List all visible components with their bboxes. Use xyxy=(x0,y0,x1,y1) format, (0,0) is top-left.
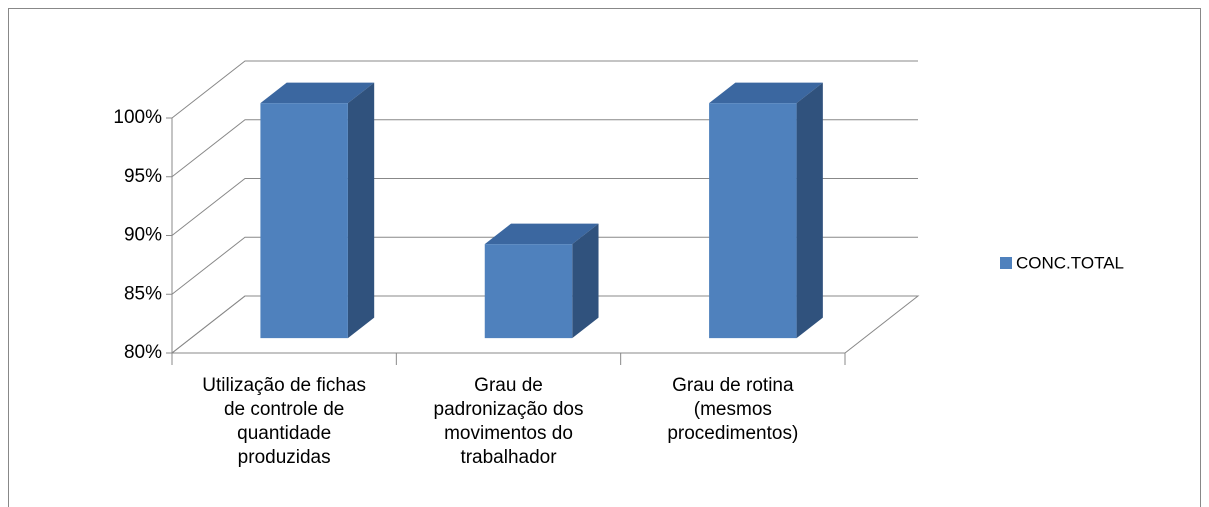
chart-border xyxy=(8,8,1201,507)
y-tick-label: 85% xyxy=(124,283,162,304)
legend-swatch xyxy=(1000,257,1012,269)
grid-line xyxy=(171,119,918,178)
bar xyxy=(709,103,797,339)
bar xyxy=(260,103,348,339)
bar-side xyxy=(796,82,823,339)
x-tick-label: Grau de padronização dos movimentos do t… xyxy=(433,375,584,468)
grid-line xyxy=(171,295,918,354)
bar-top xyxy=(484,223,599,245)
y-tick-label: 100% xyxy=(113,107,162,128)
bar-side xyxy=(572,223,599,339)
y-tick-label: 95% xyxy=(124,166,162,187)
bar xyxy=(484,244,573,339)
bar-top xyxy=(709,82,823,104)
legend-label: CONC.TOTAL xyxy=(1016,253,1124,272)
bar-top xyxy=(260,82,375,104)
grid-line xyxy=(171,178,918,236)
bar-side xyxy=(347,82,375,339)
grid-line xyxy=(171,236,918,295)
grid-line xyxy=(171,60,918,119)
y-tick-label: 80% xyxy=(124,342,162,363)
x-tick-label: Grau de rotina (mesmos procedimentos) xyxy=(667,375,799,444)
x-tick-label: Utilização de fichas de controle de quan… xyxy=(202,375,366,468)
y-tick-label: 90% xyxy=(124,225,162,246)
